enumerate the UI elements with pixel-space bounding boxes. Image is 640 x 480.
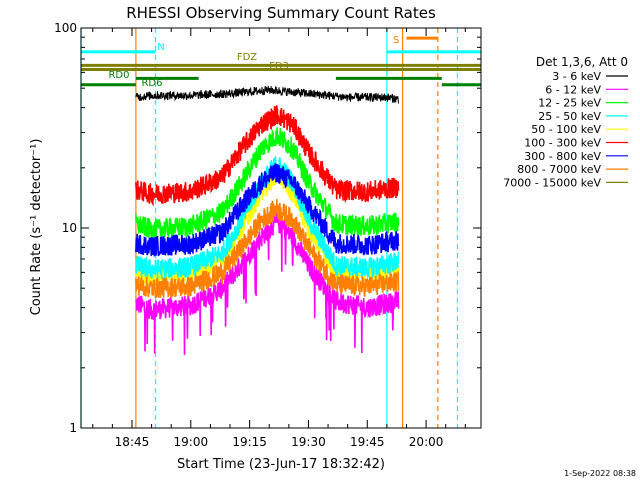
y-tick-label: 1 [69,421,77,435]
y-tick-label: 100 [54,21,77,35]
legend-label-3-6-kev: 3 - 6 keV [552,70,601,83]
legend-label-25-50-kev: 25 - 50 keV [538,110,601,123]
x-tick-label: 19:45 [350,435,385,449]
legend-label-100-300-kev: 100 - 300 keV [524,137,601,150]
series-line-800-7000-kev [135,199,400,299]
series-line-300-800-kev [135,163,400,257]
chart-title: RHESSI Observing Summary Count Rates [126,4,436,22]
legend-label-7000-15000-kev: 7000 - 15000 keV [503,176,601,189]
y-axis-label: Count Rate (s⁻¹ detector⁻¹) [29,139,44,316]
legend-label-12-25-kev: 12 - 25 keV [538,97,601,110]
x-tick-label: 20:00 [409,435,444,449]
series-group [81,68,481,355]
legend-label-50-100-kev: 50 - 100 keV [531,123,601,136]
series-line-3-6-kev [135,85,399,104]
series-line-25-50-kev [135,156,400,280]
flag-label-rd6: RD6 [141,78,162,89]
legend-header: Det 1,3,6, Att 0 [536,55,628,69]
legend-label-300-800-kev: 300 - 800 keV [524,150,601,163]
date-stamp: 1-Sep-2022 08:38 [564,469,636,478]
flag-label-rd0: RD0 [108,70,129,81]
flag-label-n: N [157,42,164,53]
axes: 18:45 19:00 19:15 19:30 19:45 20:00 1 10 100 [54,21,482,449]
y-tick-label: 10 [62,221,77,235]
x-tick-label: 18:45 [115,435,150,449]
flag-label-fdz: FDZ [237,52,257,63]
x-axis-label: Start Time (23-Jun-17 18:32:42) [177,457,385,472]
legend-label-800-7000-kev: 800 - 7000 keV [517,163,601,176]
flag-label-fd3: FD3 [269,61,289,72]
series-line-12-25-kev [135,127,400,241]
legend-label-6-12-kev: 6 - 12 keV [545,83,601,96]
series-line-6-12-kev [135,212,400,355]
x-tick-label: 19:15 [232,435,267,449]
series-line-100-300-kev [135,105,400,207]
flag-label-s: S [393,35,399,46]
x-tick-label: 19:00 [174,435,209,449]
flag-bars: N S FDZ FD3 RD0 RD6 [81,35,481,89]
x-tick-label: 19:30 [291,435,326,449]
